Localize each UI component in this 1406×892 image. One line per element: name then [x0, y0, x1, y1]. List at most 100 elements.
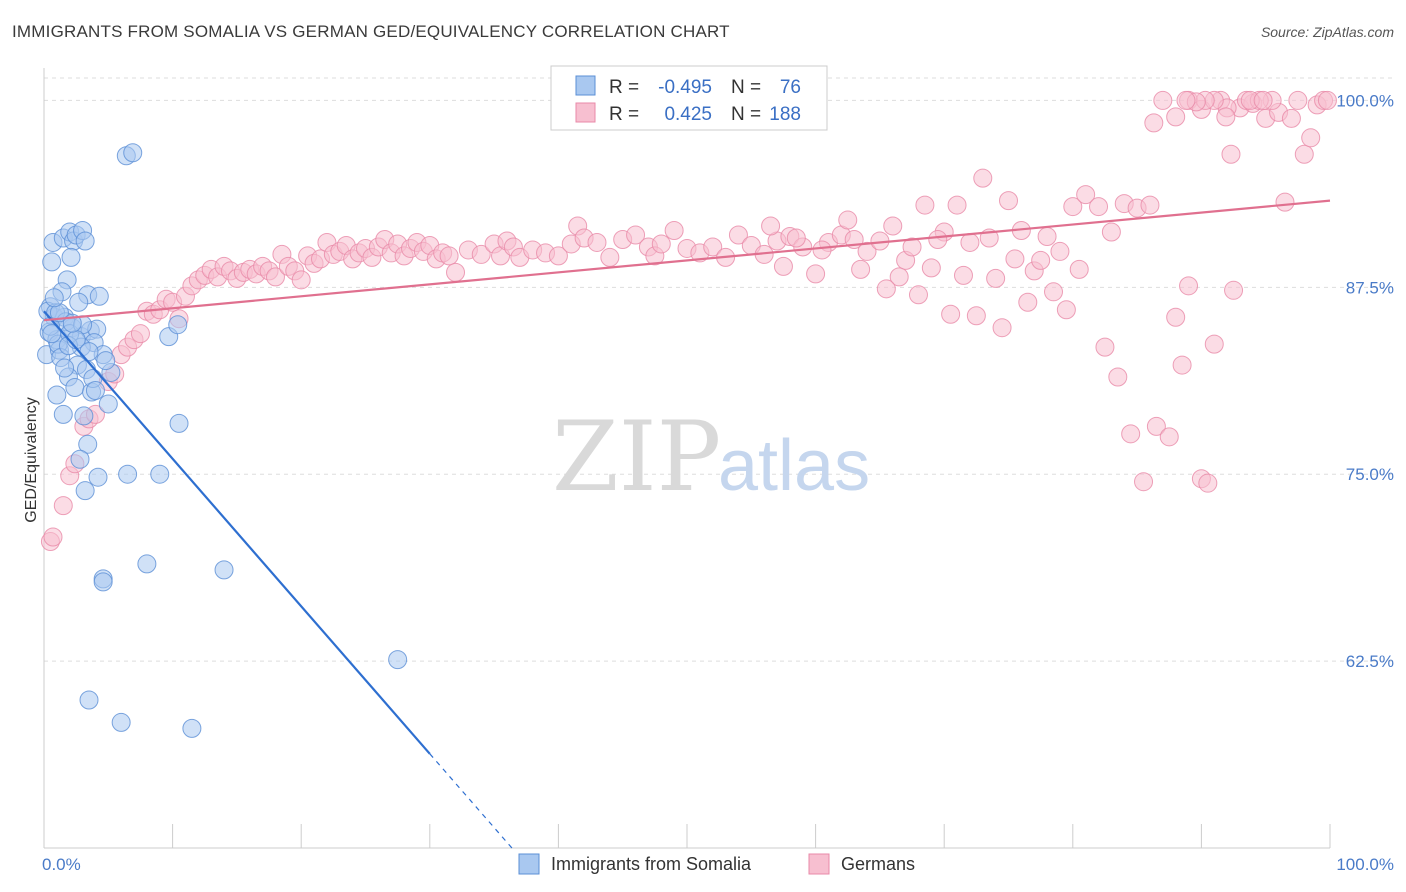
- germans-point: [1121, 424, 1141, 444]
- germans-point: [1221, 144, 1241, 164]
- germans-point: [1018, 292, 1038, 312]
- germans-point: [1166, 307, 1186, 327]
- somalia-point: [44, 288, 64, 308]
- germans-point: [548, 246, 568, 266]
- legend-box: [550, 65, 828, 131]
- trend-line-somalia-extension: [429, 753, 514, 851]
- y-tick-labels: 62.5% 75.0% 87.5% 100.0%: [1336, 91, 1394, 671]
- germans-point: [960, 232, 980, 252]
- somalia-point: [388, 650, 408, 670]
- germans-point: [941, 304, 961, 324]
- germans-point: [1159, 427, 1179, 447]
- germans-point: [446, 262, 466, 282]
- legend-n-label-somalia: N =: [731, 77, 761, 98]
- somalia-point: [89, 286, 109, 306]
- germans-point: [1144, 113, 1164, 133]
- germans-point: [812, 240, 832, 260]
- germans-point: [1134, 472, 1154, 492]
- germans-point: [1089, 197, 1109, 217]
- germans-point: [761, 216, 781, 236]
- legend-n-value-germans: 188: [769, 104, 801, 125]
- somalia-point: [123, 143, 143, 163]
- somalia-point: [88, 467, 108, 487]
- germans-point: [1140, 195, 1160, 215]
- legend: R = -0.495 N = 76 R = 0.425 N = 188: [550, 65, 828, 131]
- germans-point: [1050, 241, 1070, 261]
- somalia-point: [42, 324, 62, 344]
- trend-lines: [43, 199, 1331, 851]
- legend-r-label-germans: R =: [609, 104, 639, 125]
- germans-point: [1069, 259, 1089, 279]
- germans-point: [883, 216, 903, 236]
- germans-point: [1037, 226, 1057, 246]
- bottom-legend-label-germans: Germans: [841, 854, 915, 874]
- chart-source: Source: ZipAtlas.com: [1260, 24, 1394, 40]
- germans-point: [1031, 250, 1051, 270]
- germans-point: [265, 267, 285, 287]
- germans-point: [1204, 334, 1224, 354]
- germans-point: [1063, 197, 1083, 217]
- somalia-point: [214, 560, 234, 580]
- somalia-point: [96, 351, 116, 371]
- germans-point: [986, 268, 1006, 288]
- somalia-point: [65, 377, 85, 397]
- germans-point: [1101, 222, 1121, 242]
- legend-n-label-germans: N =: [731, 104, 761, 125]
- germans-point: [1301, 128, 1321, 148]
- somalia-point: [79, 342, 99, 362]
- x-tick-label-min: 0.0%: [42, 855, 81, 874]
- chart-title: IMMIGRANTS FROM SOMALIA VS GERMAN GED/EQ…: [12, 22, 730, 41]
- somalia-points: [37, 143, 408, 738]
- somalia-point: [79, 690, 99, 710]
- somalia-point: [53, 404, 73, 424]
- germans-point: [130, 324, 150, 344]
- bottom-legend-swatch-somalia: [518, 853, 540, 875]
- germans-point: [1317, 90, 1337, 110]
- germans-point: [786, 228, 806, 248]
- germans-point: [902, 237, 922, 257]
- somalia-point: [74, 406, 94, 426]
- axes: [43, 68, 1331, 849]
- germans-point: [1216, 107, 1236, 127]
- somalia-point: [75, 481, 95, 501]
- somalia-point: [85, 380, 105, 400]
- somalia-point: [150, 464, 170, 484]
- germans-point: [1253, 90, 1273, 110]
- germans-point: [1275, 192, 1295, 212]
- x-tick-label-max: 100.0%: [1336, 855, 1394, 874]
- germans-point: [600, 247, 620, 267]
- y-axis-label: GED/Equivalency: [23, 397, 40, 522]
- somalia-point: [118, 464, 138, 484]
- germans-point: [703, 237, 723, 257]
- germans-point: [973, 168, 993, 188]
- germans-point: [1108, 367, 1128, 387]
- germans-point: [1224, 280, 1244, 300]
- germans-point: [1153, 90, 1173, 110]
- somalia-point: [55, 358, 75, 378]
- germans-point: [947, 195, 967, 215]
- legend-r-value-germans: 0.425: [664, 104, 712, 125]
- somalia-point: [75, 231, 95, 251]
- germans-point: [921, 258, 941, 278]
- legend-r-value-somalia: -0.495: [658, 77, 712, 98]
- somalia-point: [168, 315, 188, 335]
- somalia-point: [98, 394, 118, 414]
- trend-line-germans: [43, 199, 1331, 322]
- germans-point: [851, 259, 871, 279]
- germans-point: [999, 191, 1018, 211]
- bottom-legend: Immigrants from Somalia Germans: [518, 853, 915, 875]
- somalia-point: [169, 413, 189, 433]
- germans-point: [1005, 249, 1025, 269]
- germans-point: [1179, 276, 1199, 296]
- bottom-legend-swatch-germans: [808, 853, 830, 875]
- germans-point: [664, 221, 684, 241]
- somalia-point: [42, 252, 62, 272]
- germans-point: [291, 270, 311, 290]
- germans-point: [53, 496, 73, 516]
- germans-point: [889, 267, 909, 287]
- y-tick-label: 62.5%: [1346, 652, 1394, 671]
- legend-swatch-somalia: [575, 75, 596, 96]
- germans-point: [928, 229, 948, 249]
- somalia-point: [182, 718, 202, 738]
